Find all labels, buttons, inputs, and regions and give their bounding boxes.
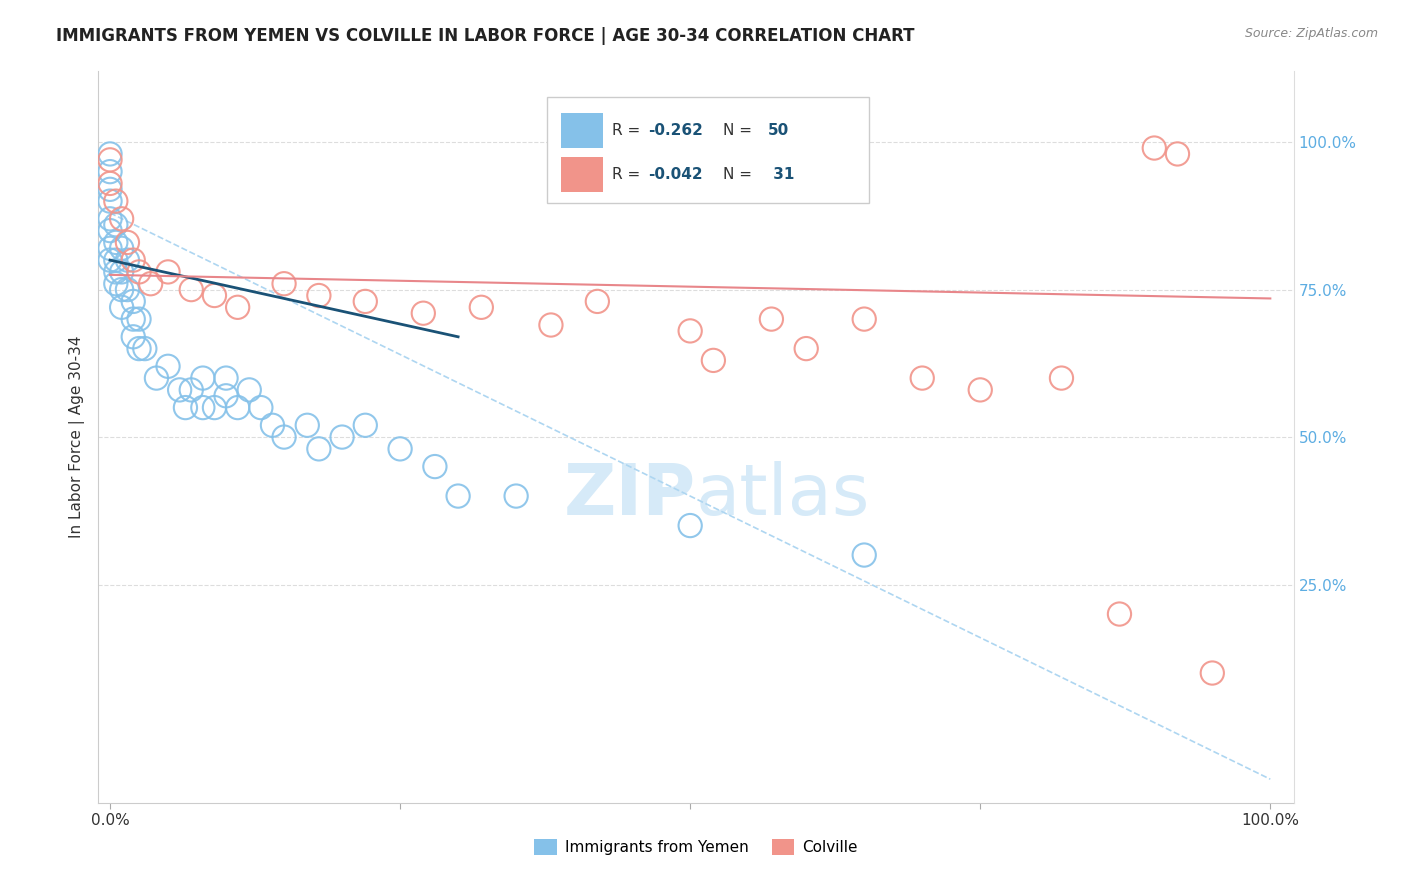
- Point: [104, 235, 127, 250]
- Point: [969, 383, 991, 397]
- Point: [169, 383, 191, 397]
- Point: [180, 383, 202, 397]
- Point: [447, 489, 470, 503]
- Point: [98, 164, 121, 178]
- Point: [104, 194, 127, 208]
- Point: [273, 277, 295, 291]
- Point: [134, 342, 156, 356]
- Point: [111, 211, 134, 226]
- Point: [794, 342, 817, 356]
- Point: [330, 430, 353, 444]
- Point: [262, 418, 284, 433]
- Point: [1201, 666, 1223, 681]
- Point: [586, 294, 609, 309]
- Point: [354, 294, 377, 309]
- Point: [702, 353, 724, 368]
- Point: [174, 401, 197, 415]
- Point: [98, 177, 121, 191]
- Point: [111, 283, 134, 297]
- Point: [122, 294, 145, 309]
- Point: [111, 241, 134, 255]
- Point: [297, 418, 319, 433]
- Text: ZIP: ZIP: [564, 461, 696, 530]
- Point: [540, 318, 562, 332]
- Point: [191, 371, 214, 385]
- Point: [389, 442, 412, 456]
- Text: IMMIGRANTS FROM YEMEN VS COLVILLE IN LABOR FORCE | AGE 30-34 CORRELATION CHART: IMMIGRANTS FROM YEMEN VS COLVILLE IN LAB…: [56, 27, 915, 45]
- Point: [98, 211, 121, 226]
- Point: [157, 265, 180, 279]
- Point: [226, 401, 249, 415]
- Point: [98, 147, 121, 161]
- Text: R =: R =: [613, 167, 645, 182]
- Point: [104, 218, 127, 232]
- Y-axis label: In Labor Force | Age 30-34: In Labor Force | Age 30-34: [69, 335, 84, 539]
- Bar: [561, 157, 603, 192]
- Point: [1166, 147, 1188, 161]
- Point: [117, 235, 139, 250]
- Point: [273, 430, 295, 444]
- Point: [505, 489, 527, 503]
- Point: [423, 459, 446, 474]
- Point: [1143, 141, 1166, 155]
- Point: [853, 548, 876, 562]
- Bar: [561, 113, 603, 148]
- Point: [911, 371, 934, 385]
- Text: R =: R =: [613, 123, 645, 138]
- Text: 50: 50: [768, 123, 789, 138]
- Point: [761, 312, 783, 326]
- Point: [98, 241, 121, 255]
- Point: [204, 401, 226, 415]
- Point: [1050, 371, 1073, 385]
- Text: Source: ZipAtlas.com: Source: ZipAtlas.com: [1244, 27, 1378, 40]
- Point: [104, 277, 127, 291]
- Point: [412, 306, 434, 320]
- Point: [128, 265, 150, 279]
- Point: [122, 253, 145, 268]
- Point: [145, 371, 167, 385]
- Point: [128, 342, 150, 356]
- Point: [117, 253, 139, 268]
- Point: [98, 224, 121, 238]
- Point: [128, 312, 150, 326]
- Point: [250, 401, 273, 415]
- Point: [354, 418, 377, 433]
- Point: [215, 371, 238, 385]
- Point: [98, 153, 121, 167]
- Point: [238, 383, 260, 397]
- Point: [180, 283, 202, 297]
- Point: [191, 401, 214, 415]
- Point: [104, 253, 127, 268]
- Text: -0.262: -0.262: [648, 123, 703, 138]
- Point: [104, 265, 127, 279]
- Point: [98, 253, 121, 268]
- Point: [139, 277, 162, 291]
- FancyBboxPatch shape: [547, 97, 869, 203]
- Text: N =: N =: [724, 123, 752, 138]
- Point: [308, 442, 330, 456]
- Point: [215, 389, 238, 403]
- Point: [679, 518, 702, 533]
- Point: [117, 283, 139, 297]
- Point: [111, 301, 134, 315]
- Text: 31: 31: [768, 167, 794, 182]
- Point: [853, 312, 876, 326]
- Point: [157, 359, 180, 374]
- Point: [122, 312, 145, 326]
- Point: [470, 301, 492, 315]
- Point: [226, 301, 249, 315]
- Point: [1108, 607, 1130, 621]
- Point: [122, 330, 145, 344]
- Text: N =: N =: [724, 167, 752, 182]
- Point: [111, 265, 134, 279]
- Point: [679, 324, 702, 338]
- Point: [98, 182, 121, 196]
- Point: [98, 194, 121, 208]
- Text: atlas: atlas: [696, 461, 870, 530]
- Legend: Immigrants from Yemen, Colville: Immigrants from Yemen, Colville: [529, 833, 863, 861]
- Point: [204, 288, 226, 302]
- Point: [308, 288, 330, 302]
- Text: -0.042: -0.042: [648, 167, 703, 182]
